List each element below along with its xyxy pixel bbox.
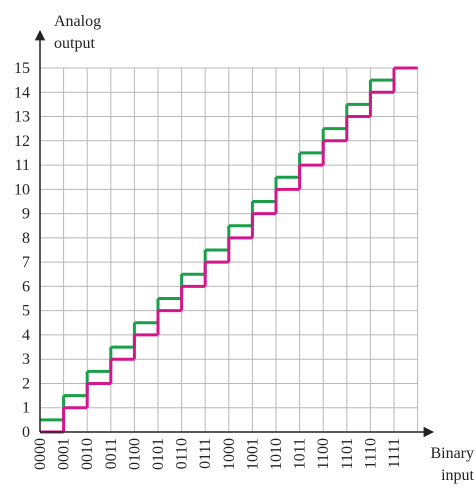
- y-tick-label: 4: [22, 327, 30, 344]
- y-tick-label: 6: [22, 278, 30, 295]
- y-tick-label: 14: [14, 84, 30, 101]
- y-tick-label: 11: [15, 157, 30, 174]
- x-tick-label: 1100: [315, 438, 332, 469]
- y-tick-label: 15: [14, 60, 30, 77]
- y-tick-label: 5: [22, 303, 30, 320]
- x-tick-label: 1101: [339, 438, 356, 469]
- y-tick-label: 2: [22, 375, 30, 392]
- x-tick-label: 0100: [126, 438, 143, 470]
- x-tick-label: 0001: [56, 438, 73, 470]
- x-tick-label: 1111: [386, 438, 403, 468]
- x-tick-label: 1011: [292, 438, 309, 469]
- y-tick-label: 1: [22, 400, 30, 417]
- x-tick-label: 1010: [268, 438, 285, 470]
- x-tick-label: 0011: [103, 438, 120, 469]
- step-series: [40, 66, 418, 434]
- y-tick-label: 3: [22, 351, 30, 368]
- y-tick-label: 8: [22, 230, 30, 247]
- x-tick-label: 0110: [174, 438, 191, 469]
- y-tick-label: 13: [14, 109, 30, 126]
- x-axis-label: Binary: [430, 445, 474, 462]
- y-tick-label: 10: [14, 181, 30, 198]
- x-tick-label: 1110: [362, 438, 379, 469]
- marks: [40, 66, 418, 434]
- y-tick-label: 7: [22, 254, 30, 271]
- x-tick-label: 0101: [150, 438, 167, 470]
- x-tick-label: 0010: [79, 438, 96, 470]
- y-axis-label: Analog: [54, 13, 101, 30]
- x-tick-label: 0111: [197, 438, 214, 469]
- x-tick-label: 0000: [32, 438, 49, 470]
- x-tick-label: 1000: [221, 438, 238, 470]
- y-tick-label: 0: [22, 424, 30, 441]
- x-axis-label: input: [441, 467, 474, 484]
- x-tick-label: 1001: [244, 438, 261, 470]
- y-axis-label: output: [54, 35, 95, 52]
- y-tick-label: 9: [22, 206, 30, 223]
- y-tick-label: 12: [14, 133, 30, 150]
